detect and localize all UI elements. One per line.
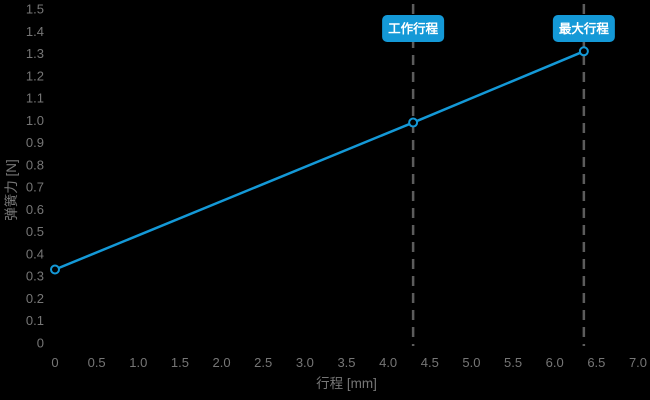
reference-badge: [552, 15, 615, 42]
y-tick-label: 0.2: [26, 291, 44, 306]
data-point-marker: [408, 117, 419, 128]
y-tick-label: 0.3: [26, 269, 44, 284]
y-tick-label: 1.0: [26, 113, 44, 128]
x-tick-label: 1.5: [171, 355, 189, 370]
x-tick-label: 6.0: [546, 355, 564, 370]
y-tick-label: 1.2: [26, 68, 44, 83]
y-tick-label: 0.1: [26, 313, 44, 328]
data-point-marker: [578, 46, 589, 57]
x-tick-label: 5.5: [504, 355, 522, 370]
x-tick-label: 2.0: [213, 355, 231, 370]
x-tick-label: 2.5: [254, 355, 272, 370]
reference-badge: [382, 15, 445, 42]
x-tick-label: 4.0: [379, 355, 397, 370]
y-axis-label: 弹簧力 [N]: [4, 159, 19, 221]
reference-badge-label: 最大行程: [559, 21, 610, 36]
x-tick-label: 1.0: [129, 355, 147, 370]
x-tick-label: 5.0: [462, 355, 480, 370]
y-tick-label: 1.3: [26, 46, 44, 61]
y-tick-label: 0: [37, 336, 44, 351]
x-tick-label: 0.5: [88, 355, 106, 370]
x-tick-label: 3.5: [337, 355, 355, 370]
y-tick-label: 0.8: [26, 157, 44, 172]
reference-badge-label: 工作行程: [388, 21, 439, 36]
x-tick-label: 4.5: [421, 355, 439, 370]
y-tick-label: 0.4: [26, 246, 44, 261]
y-tick-label: 1.1: [26, 91, 44, 106]
y-tick-label: 1.4: [26, 24, 44, 39]
x-axis-label: 行程 [mm]: [316, 376, 377, 391]
x-tick-label: 6.5: [587, 355, 605, 370]
y-tick-label: 1.5: [26, 2, 44, 17]
x-tick-label: 0: [51, 355, 58, 370]
x-tick-label: 7.0: [629, 355, 647, 370]
y-tick-label: 0.7: [26, 180, 44, 195]
x-tick-label: 3.0: [296, 355, 314, 370]
y-tick-label: 0.5: [26, 224, 44, 239]
y-tick-label: 0.9: [26, 135, 44, 150]
data-point-marker: [50, 264, 60, 275]
y-tick-label: 0.6: [26, 202, 44, 217]
